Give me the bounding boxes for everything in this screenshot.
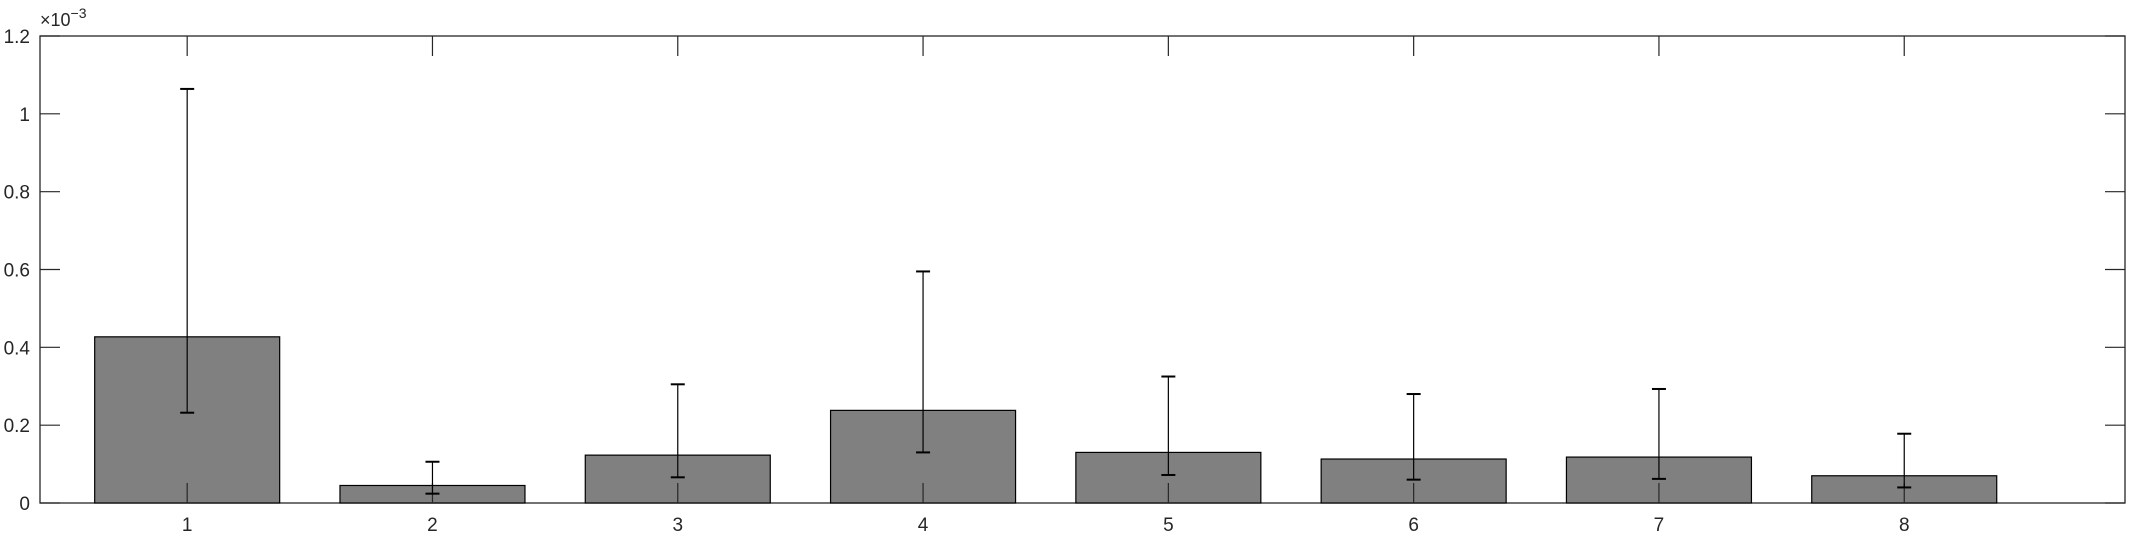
y-exponent-label: ×10−3 bbox=[40, 5, 87, 30]
y-tick-label: 0.6 bbox=[4, 261, 30, 282]
x-tick-label: 8 bbox=[1899, 515, 1910, 533]
y-tick-label: 1.2 bbox=[4, 27, 30, 48]
x-tick-label: 7 bbox=[1654, 515, 1665, 533]
x-tick-label: 4 bbox=[918, 515, 929, 533]
x-tick-label: 1 bbox=[182, 515, 193, 533]
y-exponent-power: −3 bbox=[71, 5, 87, 21]
tick-labels-layer: 1 2 3 4 5 6 7 8 0 0.2 0.4 0.6 0.8 1 1.2 bbox=[4, 27, 1910, 533]
x-tick-label: 6 bbox=[1408, 515, 1419, 533]
y-tick-label: 0.8 bbox=[4, 183, 30, 204]
plot-area-box bbox=[39, 35, 2126, 504]
y-tick-label: 0.2 bbox=[4, 416, 30, 437]
y-tick-label: 0 bbox=[19, 494, 30, 515]
x-tick-label: 2 bbox=[427, 515, 438, 533]
y-exponent-base: ×10 bbox=[40, 10, 71, 30]
x-tick-label: 3 bbox=[672, 515, 683, 533]
ticks-layer bbox=[40, 35, 2125, 504]
y-tick-label: 0.4 bbox=[4, 338, 31, 359]
x-tick-label: 5 bbox=[1163, 515, 1174, 533]
errorbars-layer bbox=[180, 87, 1912, 495]
y-tick-label: 1 bbox=[19, 105, 30, 126]
